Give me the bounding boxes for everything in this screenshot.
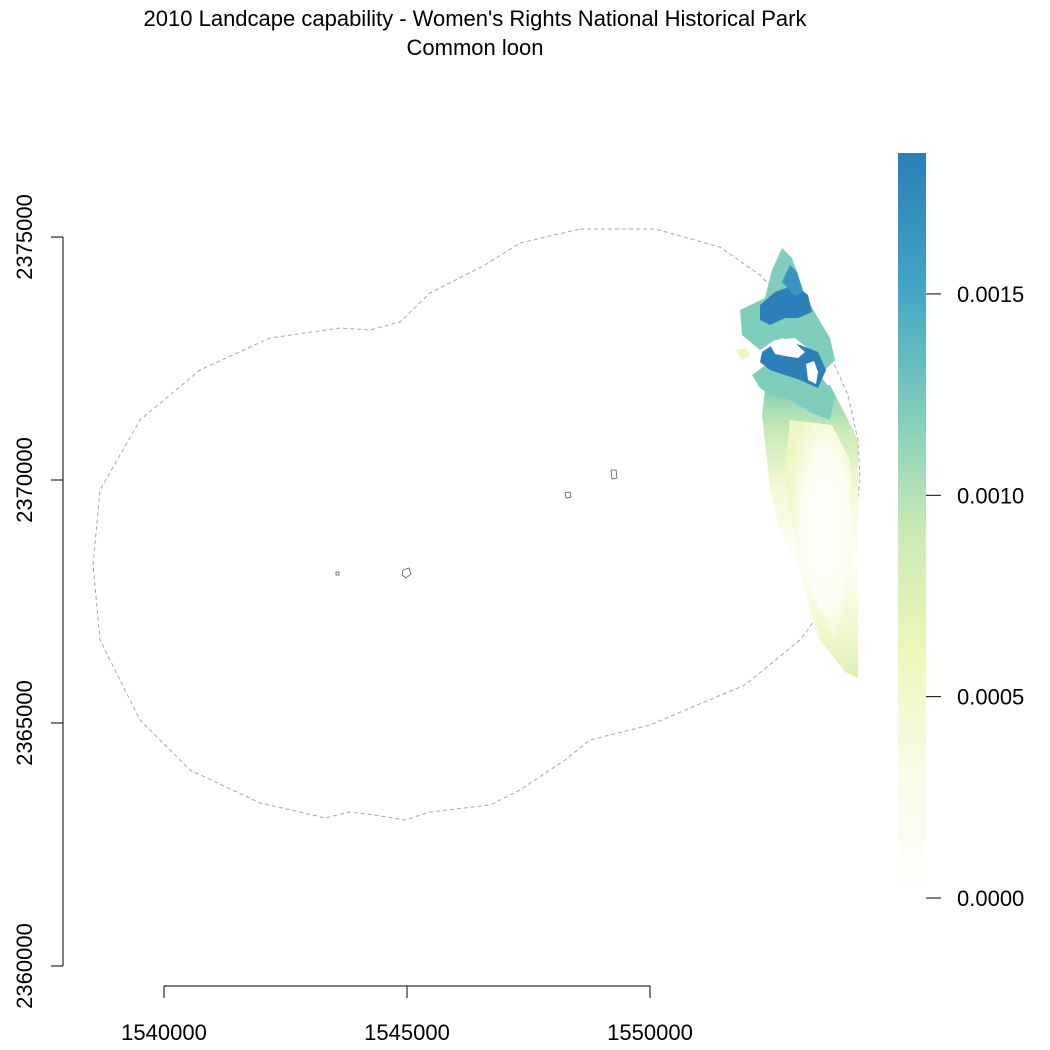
raster-islet bbox=[736, 348, 750, 360]
park-unit-4 bbox=[610, 469, 618, 480]
study-area-boundary bbox=[92, 228, 861, 821]
park-unit-2 bbox=[401, 567, 412, 579]
raster-high-band-3 bbox=[782, 265, 803, 296]
raster-high-band-1 bbox=[760, 285, 812, 325]
park-units bbox=[335, 469, 618, 579]
legend-tick-label: 0.0000 bbox=[957, 886, 1024, 911]
y-tick-label: 2365000 bbox=[12, 680, 37, 766]
legend-tick-label: 0.0005 bbox=[957, 685, 1024, 710]
y-tick-label: 2360000 bbox=[12, 923, 37, 1009]
capability-raster bbox=[736, 248, 858, 678]
x-tick-label: 1550000 bbox=[607, 1020, 693, 1045]
legend-colorbar bbox=[898, 153, 926, 898]
raster-hole-2 bbox=[806, 361, 818, 384]
x-tick-label: 1540000 bbox=[121, 1020, 207, 1045]
legend-tick-label: 0.0010 bbox=[957, 483, 1024, 508]
raster-upper-mass bbox=[752, 362, 835, 420]
y-tick-label: 2370000 bbox=[12, 437, 37, 523]
legend-tick-label: 0.0015 bbox=[957, 282, 1024, 307]
park-unit-1 bbox=[335, 571, 340, 576]
x-tick-label: 1545000 bbox=[364, 1020, 450, 1045]
raster-hole-1 bbox=[770, 338, 805, 358]
y-tick-label: 2375000 bbox=[12, 194, 37, 280]
chart-title-line1: 2010 Landcape capability - Women's Right… bbox=[143, 6, 807, 31]
park-unit-3 bbox=[564, 491, 572, 499]
raster-lower-core bbox=[785, 420, 852, 640]
chart-title-line2: Common loon bbox=[406, 35, 544, 60]
